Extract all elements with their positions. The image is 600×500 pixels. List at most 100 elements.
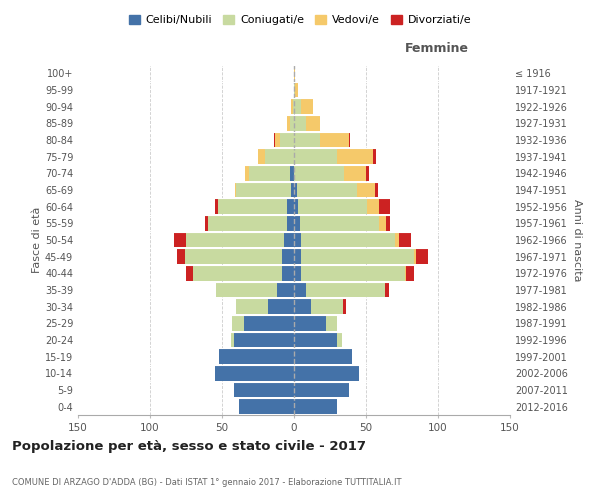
- Bar: [294, 232, 301, 248]
- Bar: [293, 100, 294, 114]
- Bar: [215, 366, 294, 380]
- Bar: [245, 166, 250, 180]
- Bar: [274, 132, 275, 148]
- Bar: [373, 150, 376, 164]
- Bar: [298, 200, 367, 214]
- Bar: [301, 100, 313, 114]
- Bar: [294, 250, 301, 264]
- Bar: [230, 332, 233, 347]
- Bar: [294, 266, 301, 280]
- Bar: [178, 250, 185, 264]
- Bar: [280, 132, 294, 148]
- Bar: [216, 282, 277, 298]
- Bar: [268, 300, 294, 314]
- Bar: [301, 250, 413, 264]
- Bar: [215, 200, 218, 214]
- Bar: [294, 100, 301, 114]
- Bar: [301, 232, 395, 248]
- Bar: [294, 400, 337, 414]
- Bar: [379, 216, 386, 230]
- Bar: [283, 250, 294, 264]
- Bar: [386, 216, 391, 230]
- Bar: [301, 266, 405, 280]
- Bar: [294, 316, 326, 330]
- Bar: [358, 182, 374, 198]
- Bar: [294, 66, 295, 80]
- Bar: [265, 150, 294, 164]
- Bar: [205, 216, 208, 230]
- Bar: [294, 350, 352, 364]
- Bar: [297, 182, 358, 198]
- Bar: [218, 200, 287, 214]
- Bar: [186, 232, 284, 248]
- Text: Popolazione per età, sesso e stato civile - 2017: Popolazione per età, sesso e stato civil…: [12, 440, 366, 453]
- Bar: [416, 250, 428, 264]
- Bar: [294, 366, 359, 380]
- Bar: [294, 200, 298, 214]
- Bar: [239, 400, 294, 414]
- Bar: [366, 166, 369, 180]
- Bar: [277, 282, 294, 298]
- Bar: [326, 316, 337, 330]
- Bar: [294, 116, 305, 130]
- Bar: [291, 182, 294, 198]
- Bar: [349, 132, 350, 148]
- Bar: [287, 200, 294, 214]
- Bar: [294, 150, 337, 164]
- Bar: [208, 216, 287, 230]
- Bar: [290, 166, 294, 180]
- Bar: [291, 100, 293, 114]
- Bar: [343, 300, 346, 314]
- Bar: [185, 250, 283, 264]
- Bar: [294, 132, 320, 148]
- Bar: [236, 300, 268, 314]
- Bar: [405, 266, 406, 280]
- Bar: [232, 316, 244, 330]
- Bar: [290, 116, 294, 130]
- Bar: [337, 332, 341, 347]
- Bar: [235, 182, 236, 198]
- Bar: [233, 332, 294, 347]
- Bar: [186, 266, 193, 280]
- Bar: [294, 300, 311, 314]
- Bar: [244, 316, 294, 330]
- Bar: [275, 132, 280, 148]
- Bar: [395, 232, 399, 248]
- Bar: [374, 182, 377, 198]
- Text: Femmine: Femmine: [404, 42, 469, 54]
- Bar: [294, 382, 349, 398]
- Bar: [284, 232, 294, 248]
- Bar: [379, 200, 391, 214]
- Bar: [175, 232, 186, 248]
- Bar: [413, 250, 416, 264]
- Bar: [287, 216, 294, 230]
- Bar: [233, 382, 294, 398]
- Bar: [193, 266, 283, 280]
- Bar: [294, 182, 297, 198]
- Bar: [258, 150, 265, 164]
- Y-axis label: Fasce di età: Fasce di età: [32, 207, 42, 273]
- Bar: [250, 166, 290, 180]
- Bar: [219, 350, 294, 364]
- Bar: [399, 232, 410, 248]
- Bar: [305, 282, 385, 298]
- Bar: [294, 216, 300, 230]
- Bar: [406, 266, 413, 280]
- Bar: [320, 132, 349, 148]
- Bar: [283, 266, 294, 280]
- Bar: [337, 150, 373, 164]
- Bar: [294, 166, 344, 180]
- Y-axis label: Anni di nascita: Anni di nascita: [572, 198, 581, 281]
- Bar: [344, 166, 366, 180]
- Text: COMUNE DI ARZAGO D'ADDA (BG) - Dati ISTAT 1° gennaio 2017 - Elaborazione TUTTITA: COMUNE DI ARZAGO D'ADDA (BG) - Dati ISTA…: [12, 478, 401, 487]
- Bar: [294, 82, 295, 98]
- Bar: [287, 116, 290, 130]
- Bar: [311, 300, 343, 314]
- Bar: [294, 332, 337, 347]
- Bar: [367, 200, 379, 214]
- Bar: [385, 282, 389, 298]
- Bar: [295, 82, 298, 98]
- Legend: Celibi/Nubili, Coniugati/e, Vedovi/e, Divorziati/e: Celibi/Nubili, Coniugati/e, Vedovi/e, Di…: [124, 10, 476, 30]
- Bar: [300, 216, 379, 230]
- Bar: [294, 282, 305, 298]
